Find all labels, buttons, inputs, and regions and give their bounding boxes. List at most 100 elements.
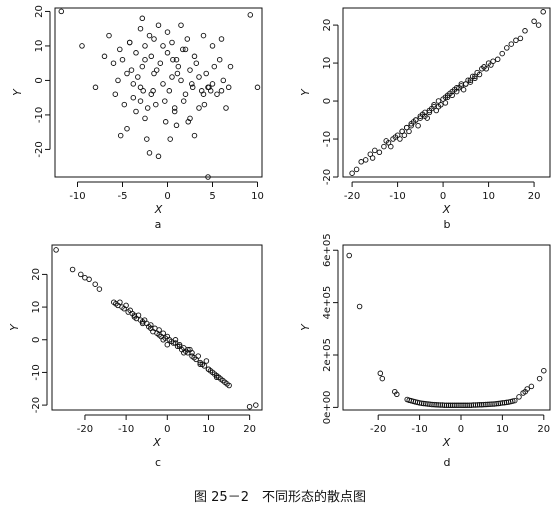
x-tick-label: -10 bbox=[118, 424, 134, 435]
scatter-point bbox=[178, 77, 184, 84]
scatter-point bbox=[148, 53, 155, 60]
y-tick-label: 20 bbox=[31, 268, 42, 281]
y-tick-label: -10 bbox=[31, 364, 42, 380]
panel-label: c bbox=[155, 456, 161, 469]
scatter-point bbox=[540, 9, 546, 15]
scatter-point bbox=[137, 98, 144, 104]
scatter-point bbox=[418, 400, 425, 406]
scatter-point bbox=[454, 402, 460, 409]
scatter-point bbox=[535, 22, 542, 28]
scatter-point bbox=[220, 77, 227, 84]
scatter-point bbox=[176, 343, 183, 350]
y-tick-label: 2e+05 bbox=[322, 338, 333, 372]
scatter-point bbox=[156, 332, 162, 338]
x-tick-label: 0 bbox=[164, 424, 170, 435]
scatter-point bbox=[173, 56, 180, 63]
x-tick-label: -10 bbox=[389, 191, 405, 202]
y-axis-label: Y bbox=[11, 88, 24, 96]
scatter-point bbox=[189, 84, 196, 91]
scatter-point bbox=[185, 346, 191, 353]
scatter-point bbox=[166, 88, 173, 94]
scatter-point bbox=[155, 153, 162, 160]
scatter-point bbox=[379, 375, 386, 382]
scatter-point bbox=[180, 46, 186, 53]
scatter-point bbox=[146, 32, 153, 39]
y-axis-label: Y bbox=[299, 88, 312, 96]
scatter-point bbox=[403, 124, 410, 131]
x-tick-label: -20 bbox=[77, 424, 93, 435]
scatter-point bbox=[164, 341, 171, 348]
scatter-point bbox=[425, 401, 431, 407]
scatter-point bbox=[135, 74, 141, 80]
panel-label: d bbox=[444, 456, 451, 469]
scatter-point bbox=[117, 46, 123, 53]
scatter-point bbox=[184, 36, 191, 42]
scatter-point bbox=[460, 86, 467, 93]
scatter-point bbox=[415, 122, 421, 129]
scatter-point bbox=[187, 67, 193, 73]
scatter-point bbox=[463, 81, 469, 87]
scatter-point bbox=[227, 63, 234, 70]
scatter-point bbox=[353, 166, 360, 173]
scatter-point bbox=[144, 136, 150, 142]
scatter-point bbox=[522, 28, 528, 34]
scatter-point bbox=[216, 56, 223, 63]
scatter-point bbox=[541, 367, 547, 374]
scatter-point bbox=[442, 100, 449, 106]
x-axis-label: X bbox=[442, 436, 451, 449]
scatter-point bbox=[474, 402, 481, 408]
scatter-point bbox=[466, 402, 473, 408]
scatter-point bbox=[437, 402, 444, 408]
scatter-point bbox=[169, 39, 175, 46]
scatter-point bbox=[130, 81, 137, 87]
scatter-point bbox=[394, 391, 400, 398]
y-tick-label: 0 bbox=[322, 98, 333, 104]
scatter-point bbox=[517, 35, 524, 42]
scatter-point bbox=[513, 37, 519, 44]
scatter-point bbox=[205, 174, 211, 180]
scatter-point bbox=[151, 70, 157, 77]
scatter-point bbox=[205, 366, 212, 372]
scatter-point bbox=[180, 98, 187, 104]
scatter-point bbox=[201, 101, 208, 108]
scatter-point bbox=[195, 353, 201, 359]
y-tick-label: 0e+00 bbox=[322, 391, 333, 425]
scatter-point bbox=[431, 401, 437, 408]
x-tick-label: 0 bbox=[164, 191, 170, 202]
scatter-point bbox=[509, 398, 516, 404]
scatter-point bbox=[528, 383, 535, 390]
panel-label: b bbox=[444, 218, 451, 231]
scatter-point bbox=[209, 43, 216, 49]
scatter-point bbox=[399, 128, 405, 135]
scatter-point bbox=[153, 101, 159, 108]
scatter-point bbox=[449, 88, 455, 95]
x-axis-label: X bbox=[442, 203, 451, 216]
scatter-point bbox=[128, 67, 135, 73]
scatter-point bbox=[79, 43, 85, 49]
scatter-point bbox=[86, 276, 92, 283]
x-tick-label: -5 bbox=[118, 191, 128, 202]
scatter-point bbox=[69, 266, 76, 273]
scatter-point bbox=[408, 121, 414, 127]
scatter-point bbox=[117, 132, 124, 139]
scatter-point bbox=[101, 53, 108, 60]
scatter-point bbox=[92, 281, 98, 287]
scatter-point bbox=[481, 401, 487, 408]
scatter-panel-b: -20 -10 0 10 20 -20 -10 0 10 20 X Yb bbox=[299, 7, 551, 231]
scatter-point bbox=[429, 401, 435, 408]
scatter-point bbox=[182, 46, 189, 53]
scatter-point bbox=[214, 91, 220, 97]
x-tick-label: 10 bbox=[496, 424, 509, 435]
scatter-point bbox=[524, 386, 530, 392]
scatter-point bbox=[218, 88, 225, 94]
scatter-point bbox=[191, 53, 198, 60]
x-tick-label: 0 bbox=[458, 424, 464, 435]
scatter-point bbox=[203, 358, 210, 364]
scatter-point bbox=[213, 374, 220, 381]
scatter-point bbox=[151, 36, 157, 42]
y-axis-label: Y bbox=[8, 323, 21, 331]
scatter-point bbox=[140, 88, 146, 94]
scatter-point bbox=[246, 403, 253, 410]
plot-frame bbox=[342, 7, 551, 178]
scatter-point bbox=[160, 337, 166, 343]
